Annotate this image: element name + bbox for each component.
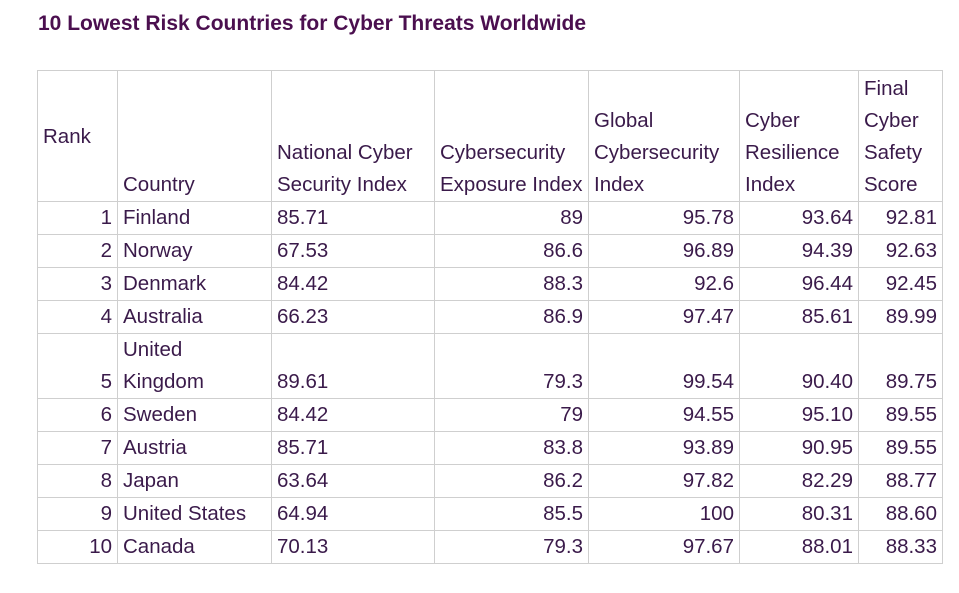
national-cyber-security-index-cell: 84.42 [271, 267, 435, 301]
national-cyber-security-index-cell: 85.71 [271, 201, 435, 235]
cybersecurity-exposure-index-cell: 79.3 [434, 333, 589, 399]
global-cybersecurity-index-cell: 95.78 [588, 201, 740, 235]
cyber-resilience-index-cell: 82.29 [739, 464, 859, 498]
national-cyber-security-index-cell: 89.61 [271, 333, 435, 399]
national-cyber-security-index-cell: 85.71 [271, 431, 435, 465]
national-cyber-security-index-cell: 63.64 [271, 464, 435, 498]
national-cyber-security-index-cell: 66.23 [271, 300, 435, 334]
cyber-resilience-index-cell: 85.61 [739, 300, 859, 334]
rank-cell: 6 [37, 398, 118, 432]
cyber-resilience-index-cell: 96.44 [739, 267, 859, 301]
header-cyber-resilience-index: Cyber Resilience Index [739, 70, 859, 202]
country-cell: United Kingdom [117, 333, 272, 399]
header-row: Rank Country National Cyber Security Ind… [37, 70, 943, 202]
global-cybersecurity-index-cell: 93.89 [588, 431, 740, 465]
rank-cell: 10 [37, 530, 118, 564]
final-cyber-safety-score-cell: 88.33 [858, 530, 943, 564]
final-cyber-safety-score-cell: 92.45 [858, 267, 943, 301]
table-row: 3 Denmark 84.42 88.3 92.6 96.44 92.45 [37, 267, 943, 301]
header-country: Country [117, 70, 272, 202]
cybersecurity-exposure-index-cell: 86.9 [434, 300, 589, 334]
rank-cell: 4 [37, 300, 118, 334]
final-cyber-safety-score-cell: 89.75 [858, 333, 943, 399]
global-cybersecurity-index-cell: 94.55 [588, 398, 740, 432]
cyber-resilience-index-cell: 95.10 [739, 398, 859, 432]
national-cyber-security-index-cell: 67.53 [271, 234, 435, 268]
cybersecurity-exposure-index-cell: 86.6 [434, 234, 589, 268]
cybersecurity-exposure-index-cell: 86.2 [434, 464, 589, 498]
cybersecurity-exposure-index-cell: 85.5 [434, 497, 589, 531]
country-cell: Japan [117, 464, 272, 498]
table-row: 2 Norway 67.53 86.6 96.89 94.39 92.63 [37, 234, 943, 268]
page-title: 10 Lowest Risk Countries for Cyber Threa… [38, 12, 587, 35]
table-row: 9 United States 64.94 85.5 100 80.31 88.60 [37, 497, 943, 531]
final-cyber-safety-score-cell: 89.99 [858, 300, 943, 334]
country-cell: Denmark [117, 267, 272, 301]
final-cyber-safety-score-cell: 92.63 [858, 234, 943, 268]
country-cell: Austria [117, 431, 272, 465]
header-cybersecurity-exposure-index: Cybersecurity Exposure Index [434, 70, 589, 202]
global-cybersecurity-index-cell: 99.54 [588, 333, 740, 399]
global-cybersecurity-index-cell: 97.67 [588, 530, 740, 564]
cybersecurity-exposure-index-cell: 79.3 [434, 530, 589, 564]
rank-cell: 9 [37, 497, 118, 531]
global-cybersecurity-index-cell: 96.89 [588, 234, 740, 268]
header-rank: Rank [37, 70, 118, 202]
country-cell: Sweden [117, 398, 272, 432]
national-cyber-security-index-cell: 64.94 [271, 497, 435, 531]
table-body: 1 Finland 85.71 89 95.78 93.64 92.81 2 Norway 67.… [37, 201, 943, 564]
rank-cell: 5 [37, 333, 118, 399]
risk-table: Rank Country National Cyber Security Ind… [37, 70, 943, 564]
cybersecurity-exposure-index-cell: 88.3 [434, 267, 589, 301]
table-row: 10 Canada 70.13 79.3 97.67 88.01 88.33 [37, 530, 943, 564]
header-final-cyber-safety-score: Final Cyber Safety Score [858, 70, 943, 202]
table-row: 8 Japan 63.64 86.2 97.82 82.29 88.77 [37, 464, 943, 498]
table-row: 6 Sweden 84.42 79 94.55 95.10 89.55 [37, 398, 943, 432]
cybersecurity-exposure-index-cell: 83.8 [434, 431, 589, 465]
header-national-cyber-security-index: National Cyber Security Index [271, 70, 435, 202]
country-cell: Finland [117, 201, 272, 235]
rank-cell: 7 [37, 431, 118, 465]
country-cell: Norway [117, 234, 272, 268]
table-row: 5 United Kingdom 89.61 79.3 99.54 90.40 89.75 [37, 333, 943, 399]
national-cyber-security-index-cell: 84.42 [271, 398, 435, 432]
final-cyber-safety-score-cell: 88.60 [858, 497, 943, 531]
global-cybersecurity-index-cell: 97.47 [588, 300, 740, 334]
table-header: Rank Country National Cyber Security Ind… [37, 70, 943, 202]
cybersecurity-exposure-index-cell: 89 [434, 201, 589, 235]
national-cyber-security-index-cell: 70.13 [271, 530, 435, 564]
cyber-resilience-index-cell: 80.31 [739, 497, 859, 531]
final-cyber-safety-score-cell: 89.55 [858, 431, 943, 465]
cyber-resilience-index-cell: 93.64 [739, 201, 859, 235]
country-cell: United States [117, 497, 272, 531]
cybersecurity-exposure-index-cell: 79 [434, 398, 589, 432]
cyber-resilience-index-cell: 88.01 [739, 530, 859, 564]
cyber-resilience-index-cell: 90.40 [739, 333, 859, 399]
table-row: 1 Finland 85.71 89 95.78 93.64 92.81 [37, 201, 943, 235]
final-cyber-safety-score-cell: 88.77 [858, 464, 943, 498]
country-cell: Australia [117, 300, 272, 334]
final-cyber-safety-score-cell: 89.55 [858, 398, 943, 432]
cyber-resilience-index-cell: 90.95 [739, 431, 859, 465]
global-cybersecurity-index-cell: 97.82 [588, 464, 740, 498]
table-row: 4 Australia 66.23 86.9 97.47 85.61 89.99 [37, 300, 943, 334]
rank-cell: 8 [37, 464, 118, 498]
rank-cell: 2 [37, 234, 118, 268]
header-global-cybersecurity-index: Global Cybersecurity Index [588, 70, 740, 202]
country-cell: Canada [117, 530, 272, 564]
table-row: 7 Austria 85.71 83.8 93.89 90.95 89.55 [37, 431, 943, 465]
rank-cell: 1 [37, 201, 118, 235]
rank-cell: 3 [37, 267, 118, 301]
final-cyber-safety-score-cell: 92.81 [858, 201, 943, 235]
cyber-resilience-index-cell: 94.39 [739, 234, 859, 268]
global-cybersecurity-index-cell: 92.6 [588, 267, 740, 301]
global-cybersecurity-index-cell: 100 [588, 497, 740, 531]
